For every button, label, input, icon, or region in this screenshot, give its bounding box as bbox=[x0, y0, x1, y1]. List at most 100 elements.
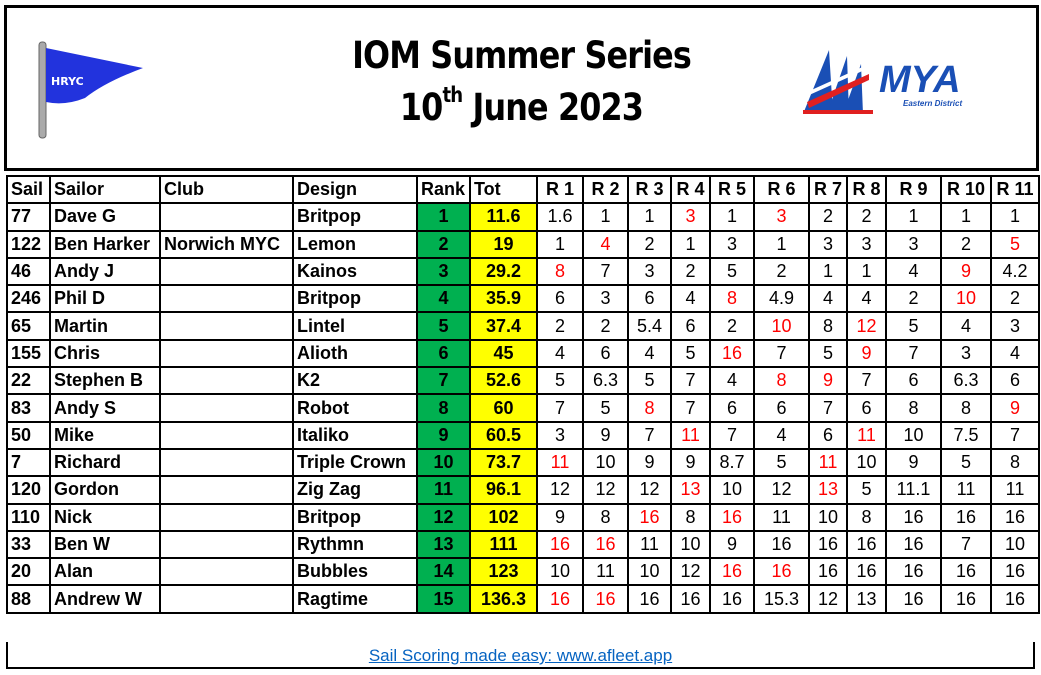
column-header: R 11 bbox=[990, 174, 1040, 205]
race-score: 9 bbox=[940, 256, 992, 287]
club bbox=[159, 284, 294, 314]
design: Britpop bbox=[292, 202, 418, 232]
race-score: 4 bbox=[582, 229, 629, 259]
club bbox=[159, 529, 294, 560]
column-header: R 6 bbox=[753, 174, 810, 205]
race-score: 9 bbox=[846, 338, 887, 369]
sail-number: 46 bbox=[6, 256, 51, 287]
race-score: 5 bbox=[990, 229, 1040, 259]
race-score: 3 bbox=[846, 229, 887, 259]
rank: 4 bbox=[416, 284, 471, 314]
design: K2 bbox=[292, 366, 418, 396]
race-score: 1 bbox=[627, 202, 672, 232]
table-row: 120 Gordon Zig Zag 11 96.1 12 12 12 13 10 12 13 5 11.… bbox=[6, 475, 1040, 505]
column-header: Design bbox=[292, 174, 418, 205]
race-score: 2 bbox=[846, 202, 887, 232]
race-score: 2 bbox=[536, 311, 584, 341]
total-points: 29.2 bbox=[469, 256, 538, 287]
race-score: 2 bbox=[670, 256, 711, 287]
column-header: R 5 bbox=[709, 174, 755, 205]
race-score: 1 bbox=[753, 229, 810, 259]
race-score: 3 bbox=[627, 256, 672, 287]
sailor-name: Stephen B bbox=[49, 366, 161, 396]
race-score: 16 bbox=[885, 557, 942, 587]
race-score: 16 bbox=[885, 529, 942, 560]
race-score: 11 bbox=[536, 447, 584, 478]
design: Bubbles bbox=[292, 557, 418, 587]
rank: 7 bbox=[416, 366, 471, 396]
sailor-name: Andrew W bbox=[49, 584, 161, 614]
design: Robot bbox=[292, 393, 418, 423]
total-points: 123 bbox=[469, 557, 538, 587]
race-score: 5 bbox=[808, 338, 848, 369]
column-header: Tot bbox=[469, 174, 538, 205]
design: Lintel bbox=[292, 311, 418, 341]
table-row: 22 Stephen B K2 7 52.6 5 6.3 5 7 4 8 9 7 6 6.3 6 bbox=[6, 366, 1040, 396]
sailor-name: Andy S bbox=[49, 393, 161, 423]
sailor-name: Gordon bbox=[49, 475, 161, 505]
race-score: 7 bbox=[670, 366, 711, 396]
race-score: 7 bbox=[582, 256, 629, 287]
race-score: 13 bbox=[670, 475, 711, 505]
sail-number: 77 bbox=[6, 202, 51, 232]
rank: 2 bbox=[416, 229, 471, 259]
table-row: 83 Andy S Robot 8 60 7 5 8 7 6 6 7 6 8 8 9 bbox=[6, 393, 1040, 423]
sail-number: 83 bbox=[6, 393, 51, 423]
race-score: 5 bbox=[627, 366, 672, 396]
column-header: R 9 bbox=[885, 174, 942, 205]
race-score: 7 bbox=[536, 393, 584, 423]
rank: 14 bbox=[416, 557, 471, 587]
total-points: 111 bbox=[469, 529, 538, 560]
sail-number: 7 bbox=[6, 447, 51, 478]
sail-number: 33 bbox=[6, 529, 51, 560]
race-score: 11 bbox=[846, 420, 887, 450]
club: Norwich MYC bbox=[159, 229, 294, 259]
race-score: 10 bbox=[990, 529, 1040, 560]
race-score: 3 bbox=[753, 202, 810, 232]
race-score: 13 bbox=[846, 584, 887, 614]
rank: 9 bbox=[416, 420, 471, 450]
race-score: 6 bbox=[582, 338, 629, 369]
club bbox=[159, 256, 294, 287]
race-score: 11 bbox=[940, 475, 992, 505]
column-header: R 1 bbox=[536, 174, 584, 205]
race-score: 8 bbox=[846, 502, 887, 532]
race-score: 5 bbox=[753, 447, 810, 478]
design: Kainos bbox=[292, 256, 418, 287]
race-score: 8 bbox=[753, 366, 810, 396]
column-header: R 10 bbox=[940, 174, 992, 205]
race-score: 8 bbox=[670, 502, 711, 532]
race-score: 11 bbox=[990, 475, 1040, 505]
race-score: 9 bbox=[808, 366, 848, 396]
sail-number: 65 bbox=[6, 311, 51, 341]
race-score: 2 bbox=[990, 284, 1040, 314]
sailor-name: Ben W bbox=[49, 529, 161, 560]
race-score: 16 bbox=[808, 529, 848, 560]
race-score: 16 bbox=[709, 584, 755, 614]
race-score: 16 bbox=[627, 584, 672, 614]
design: Britpop bbox=[292, 502, 418, 532]
race-score: 5 bbox=[709, 256, 755, 287]
race-score: 4 bbox=[709, 366, 755, 396]
race-score: 5 bbox=[940, 447, 992, 478]
table-row: 122 Ben Harker Norwich MYC Lemon 2 19 1 4 2 1 3 1 3 3… bbox=[6, 229, 1040, 259]
race-score: 9 bbox=[990, 393, 1040, 423]
race-score: 7 bbox=[709, 420, 755, 450]
race-score: 3 bbox=[536, 420, 584, 450]
afleet-link[interactable]: Sail Scoring made easy: www.afleet.app bbox=[368, 646, 673, 665]
race-score: 2 bbox=[940, 229, 992, 259]
race-score: 7 bbox=[753, 338, 810, 369]
race-score: 6 bbox=[670, 311, 711, 341]
race-score: 7 bbox=[846, 366, 887, 396]
race-score: 6 bbox=[709, 393, 755, 423]
race-score: 16 bbox=[582, 584, 629, 614]
race-score: 1 bbox=[846, 256, 887, 287]
svg-text:MYA: MYA bbox=[879, 59, 961, 101]
race-score: 9 bbox=[582, 420, 629, 450]
race-score: 16 bbox=[709, 502, 755, 532]
column-header: R 2 bbox=[582, 174, 629, 205]
total-points: 45 bbox=[469, 338, 538, 369]
column-header: Sailor bbox=[49, 174, 161, 205]
design: Rythmn bbox=[292, 529, 418, 560]
